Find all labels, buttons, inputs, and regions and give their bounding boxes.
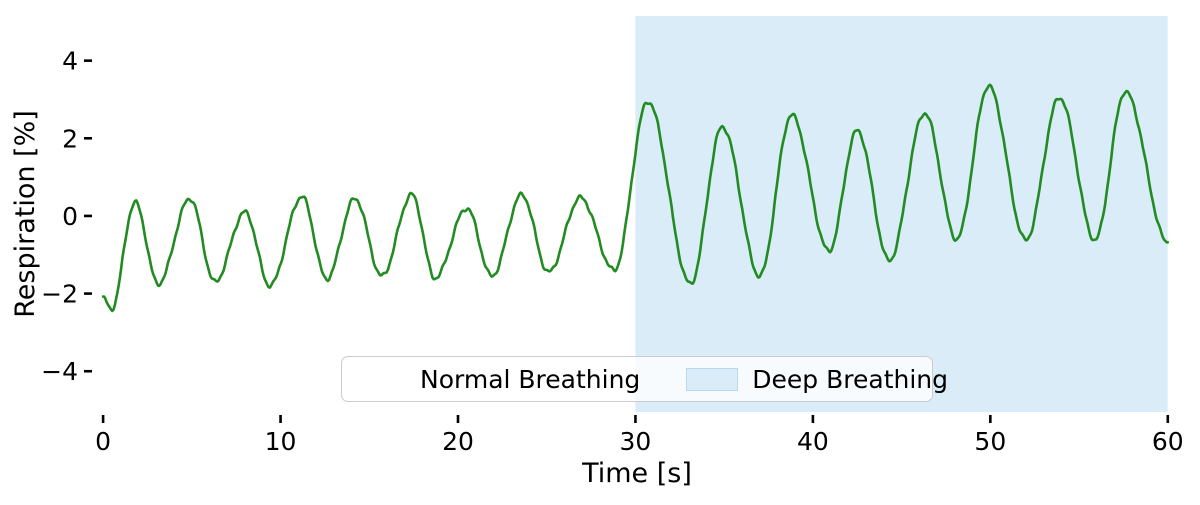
y-tick-label: 0 <box>62 202 78 231</box>
y-tick-label: −2 <box>41 280 78 309</box>
x-tick-label: 20 <box>442 427 474 456</box>
y-axis-label: Respiration [%] <box>10 110 41 318</box>
legend-label-deep-breathing: Deep Breathing <box>752 364 949 394</box>
x-axis-ticks: 0 10 20 30 40 50 60 <box>95 415 1184 456</box>
x-tick-label: 10 <box>265 427 297 456</box>
y-axis-ticks: −4 −2 0 2 4 <box>41 47 92 386</box>
x-tick-label: 0 <box>95 427 111 456</box>
legend-entry-normal-breathing: Normal Breathing <box>356 367 640 392</box>
y-tick-label: 4 <box>62 47 78 76</box>
legend: Normal Breathing Deep Breathing <box>341 356 948 402</box>
legend-entry-deep-breathing: Deep Breathing <box>686 367 948 392</box>
respiration-line <box>101 83 1170 313</box>
x-tick-label: 40 <box>797 427 829 456</box>
invisible-line-swatch <box>356 368 408 391</box>
x-axis-label: Time [s] <box>581 458 692 489</box>
deep-breathing-patch-swatch <box>686 367 739 391</box>
y-tick-label: 2 <box>62 124 78 153</box>
y-tick-label: −4 <box>41 357 78 386</box>
x-tick-label: 60 <box>1152 427 1184 456</box>
x-tick-label: 30 <box>620 427 652 456</box>
legend-label-normal-breathing: Normal Breathing <box>420 364 641 394</box>
x-tick-label: 50 <box>974 427 1006 456</box>
